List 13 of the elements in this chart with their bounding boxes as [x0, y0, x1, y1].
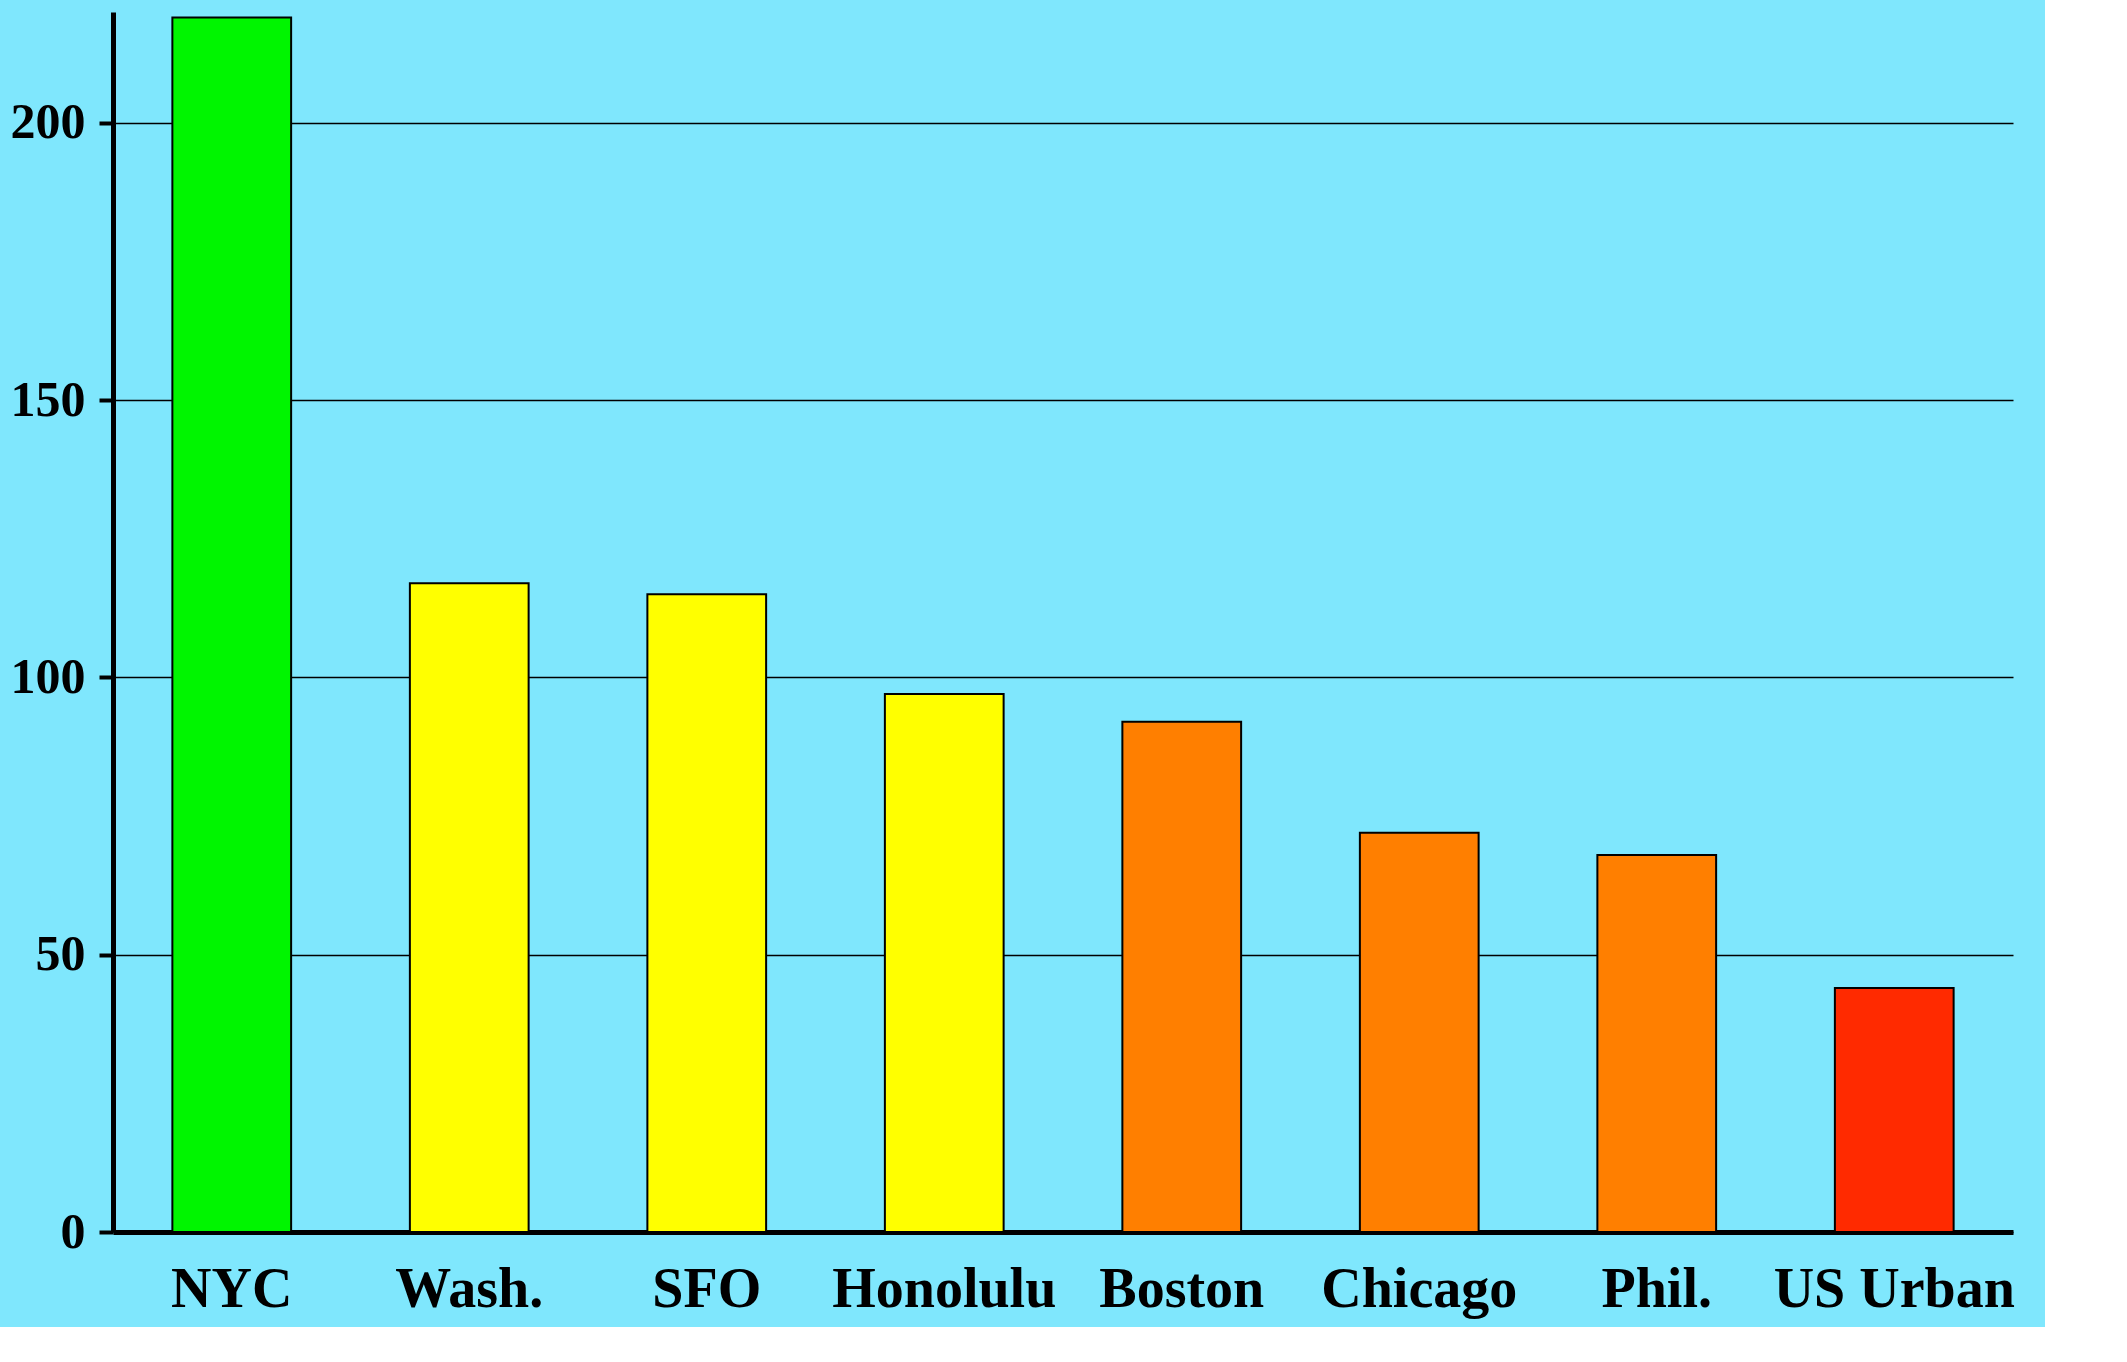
- x-tick-label: Honolulu: [832, 1256, 1057, 1319]
- y-tick-label: 100: [10, 647, 86, 704]
- y-tick-label: 200: [10, 93, 86, 150]
- x-tick-label: Wash.: [395, 1256, 544, 1319]
- y-tick-label: 150: [10, 370, 86, 427]
- x-tick-label: Boston: [1099, 1256, 1265, 1319]
- x-tick-label: US Urban: [1773, 1256, 2015, 1319]
- x-tick-label: SFO: [652, 1256, 762, 1319]
- y-tick-label: 0: [60, 1202, 86, 1259]
- x-tick-label: Chicago: [1321, 1256, 1518, 1319]
- x-tick-label: Phil.: [1601, 1256, 1712, 1319]
- x-tick-label: NYC: [171, 1256, 293, 1319]
- y-tick-label: 50: [35, 925, 86, 982]
